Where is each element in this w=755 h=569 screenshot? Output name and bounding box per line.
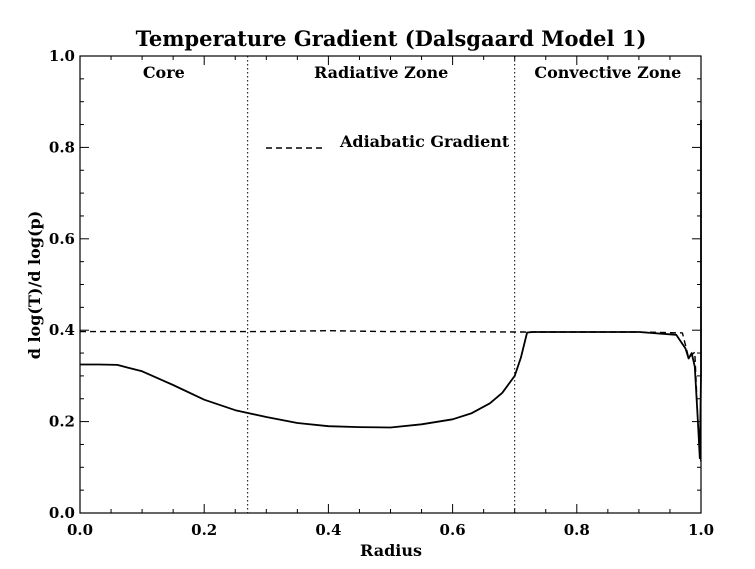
region-label: Convective Zone (534, 63, 681, 82)
y-tick-label: 0.4 (49, 321, 75, 339)
x-tick-label: 0.8 (564, 521, 590, 539)
x-tick-label: 0.6 (440, 521, 466, 539)
chart-title: Temperature Gradient (Dalsgaard Model 1) (136, 26, 647, 51)
y-tick-label: 0.2 (49, 413, 75, 431)
x-tick-label: 0.2 (191, 521, 217, 539)
y-tick-label: 0.8 (49, 138, 75, 156)
y-axis-label: d log(T)/d log(p) (25, 211, 44, 360)
y-tick-label: 0.6 (49, 230, 75, 248)
x-tick-label: 0.4 (315, 521, 341, 539)
y-tick-label: 0.0 (49, 504, 75, 522)
temperature-gradient-line (80, 120, 702, 460)
adiabatic-gradient-line (80, 330, 702, 463)
y-tick-label: 1.0 (49, 47, 75, 65)
region-label: Radiative Zone (314, 63, 448, 82)
region-label: Core (143, 63, 185, 82)
plot-area: 0.0 0.2 0.4 0.6 0.8 1.0 0.0 0.2 0.4 0.6 0.8 1.0 Core… (49, 47, 714, 539)
legend-label: Adiabatic Gradient (339, 132, 510, 151)
x-axis-label: Radius (360, 541, 422, 560)
plot-frame (79, 55, 702, 514)
x-tick-label: 0.0 (67, 521, 93, 539)
x-tick-label: 1.0 (688, 521, 714, 539)
